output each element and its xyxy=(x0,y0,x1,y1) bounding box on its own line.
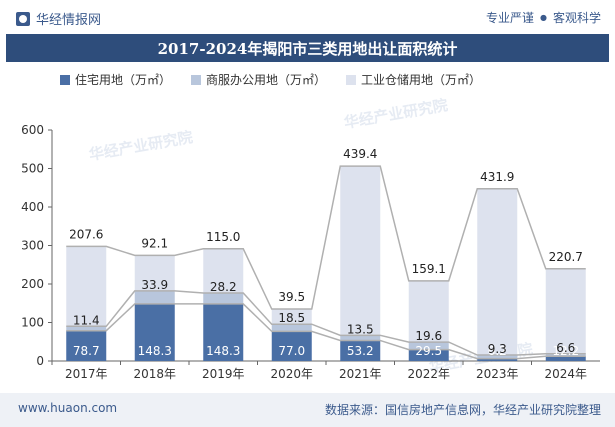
site-link[interactable]: www.huaon.com xyxy=(18,401,118,415)
x-tick-label: 2024年 xyxy=(544,367,587,381)
x-tick-label: 2023年 xyxy=(476,367,519,381)
legend-label-residential: 住宅用地（万㎡） xyxy=(75,73,172,87)
bar-2-5 xyxy=(408,280,449,343)
y-tick-label: 100 xyxy=(21,316,44,330)
data-label: 92.1 xyxy=(141,236,168,250)
bar-0-3 xyxy=(271,331,312,361)
data-label: 159.1 xyxy=(412,262,446,276)
data-label: 77.0 xyxy=(278,344,305,358)
bar-0-0 xyxy=(66,330,107,361)
data-label: 78.7 xyxy=(73,344,100,358)
bar-2-1 xyxy=(134,255,175,291)
bullet-icon: ● xyxy=(540,13,547,22)
slogan: 专业严谨 ● 客观科学 xyxy=(486,9,601,26)
legend-label-industrial: 工业仓储用地（万㎡） xyxy=(361,73,482,87)
legend-swatch-commercial xyxy=(191,74,202,85)
y-tick-label: 300 xyxy=(21,239,44,253)
data-label: 29.5 xyxy=(415,344,442,358)
data-label: 28.2 xyxy=(210,280,237,294)
bar-0-1 xyxy=(134,303,175,361)
bar-1-1 xyxy=(134,290,175,304)
data-label: 19.6 xyxy=(415,329,442,343)
slogan-right: 客观科学 xyxy=(552,11,601,25)
legend-item-commercial: 商服办公用地（万㎡） xyxy=(191,71,326,88)
bar-2-2 xyxy=(203,248,244,294)
watermark-text: 华经产业研究院 xyxy=(88,128,195,164)
data-label: 148.3 xyxy=(138,344,172,358)
bar-0-7 xyxy=(545,356,586,361)
data-label: 18.5 xyxy=(278,311,305,325)
watermark-text: 华经产业研究院 xyxy=(343,96,450,132)
data-label: 207.6 xyxy=(69,227,103,241)
bar-2-7 xyxy=(545,268,586,354)
footer: www.huaon.com 数据来源：国信房地产信息网，华经产业研究院整理 xyxy=(0,393,615,427)
bar-1-5 xyxy=(408,342,449,350)
bar-0-5 xyxy=(408,349,449,361)
top-bar: 华经情报网 专业严谨 ● 客观科学 xyxy=(0,0,615,34)
bar-1-4 xyxy=(340,335,381,341)
x-tick-label: 2018年 xyxy=(133,367,176,381)
legend-label-commercial: 商服办公用地（万㎡） xyxy=(206,73,327,87)
series-connector-1 xyxy=(66,290,586,356)
data-label: 431.9 xyxy=(480,170,514,184)
bar-1-3 xyxy=(271,324,312,332)
y-tick-label: 200 xyxy=(21,277,44,291)
y-tick-label: 600 xyxy=(21,123,44,137)
data-label: 6.2 xyxy=(488,344,507,358)
legend-item-residential: 住宅用地（万㎡） xyxy=(60,71,171,88)
bar-2-3 xyxy=(271,309,312,325)
stacked-bar-chart: 华经产业研究院华经产业研究院华经产业研究院0100200300400500600… xyxy=(21,96,600,381)
brand-logo-icon xyxy=(16,11,30,26)
data-label: 6.6 xyxy=(556,341,575,355)
legend-item-industrial: 工业仓储用地（万㎡） xyxy=(346,71,481,88)
chart-title: 2017-2024年揭阳市三类用地出让面积统计 xyxy=(6,34,609,62)
bar-1-7 xyxy=(545,353,586,357)
brand-name: 华经情报网 xyxy=(36,13,102,28)
x-tick-label: 2017年 xyxy=(65,367,108,381)
data-label: 11.4 xyxy=(73,313,100,327)
slogan-left: 专业严谨 xyxy=(485,11,534,25)
data-label: 33.9 xyxy=(141,278,168,292)
legend: 住宅用地（万㎡） 商服办公用地（万㎡） 工业仓储用地（万㎡） xyxy=(60,71,481,88)
x-tick-label: 2019年 xyxy=(202,367,245,381)
x-tick-label: 2020年 xyxy=(270,367,313,381)
data-label: 220.7 xyxy=(549,250,583,264)
bar-0-4 xyxy=(340,340,381,361)
x-tick-label: 2021年 xyxy=(339,367,382,381)
bar-0-6 xyxy=(477,358,518,361)
data-label: 115.0 xyxy=(206,230,240,244)
bar-1-6 xyxy=(477,355,518,359)
bar-1-2 xyxy=(203,293,244,304)
data-label: 39.5 xyxy=(278,290,305,304)
legend-swatch-industrial xyxy=(346,74,357,85)
data-label: 13.5 xyxy=(347,322,374,336)
bar-1-0 xyxy=(66,326,107,331)
data-label: 53.2 xyxy=(347,344,374,358)
data-source: 数据来源：国信房地产信息网，华经产业研究院整理 xyxy=(324,403,601,417)
bar-0-2 xyxy=(203,303,244,361)
brand[interactable]: 华经情报网 xyxy=(16,9,101,28)
data-label: 148.3 xyxy=(206,344,240,358)
x-tick-label: 2022年 xyxy=(407,367,450,381)
bar-2-6 xyxy=(477,188,518,356)
y-tick-label: 500 xyxy=(21,162,44,176)
series-connector-0 xyxy=(66,303,586,360)
y-tick-label: 400 xyxy=(21,200,44,214)
data-label: 12.2 xyxy=(552,344,579,358)
data-label: 9.3 xyxy=(488,342,507,356)
series-connector-2 xyxy=(66,165,586,310)
bar-2-0 xyxy=(66,246,107,327)
data-label: 439.4 xyxy=(343,147,377,161)
y-tick-label: 0 xyxy=(36,354,44,368)
legend-swatch-residential xyxy=(60,74,70,85)
bar-2-4 xyxy=(340,166,381,336)
